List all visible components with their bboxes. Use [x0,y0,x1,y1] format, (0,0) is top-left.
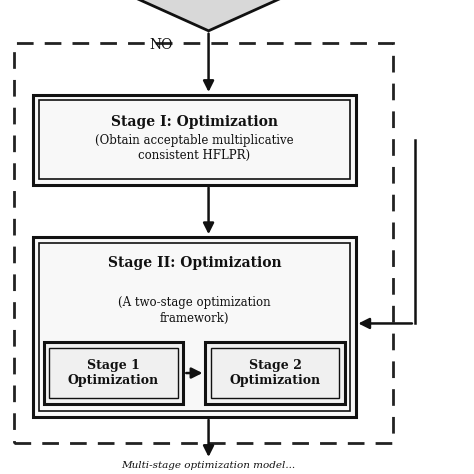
Bar [14,43,393,443]
Bar [49,348,178,398]
Text: (A two-stage optimization
framework): (A two-stage optimization framework) [118,296,271,325]
Text: Stage I: Optimization: Stage I: Optimization [111,115,278,129]
Bar [33,237,356,417]
Text: (Obtain acceptable multiplicative
consistent HFLPR): (Obtain acceptable multiplicative consis… [95,134,294,163]
Bar [44,342,183,404]
Text: Multi-stage optimization model...: Multi-stage optimization model... [121,461,296,470]
Text: Stage II: Optimization: Stage II: Optimization [108,256,281,270]
Text: NO: NO [149,38,173,52]
Polygon shape [114,0,303,31]
Bar [205,342,345,404]
Text: Stage 1
Optimization: Stage 1 Optimization [68,359,159,387]
Bar [39,243,350,411]
Bar [39,100,350,179]
Bar [211,348,339,398]
Text: Stage 2
Optimization: Stage 2 Optimization [229,359,321,387]
Bar [33,95,356,185]
